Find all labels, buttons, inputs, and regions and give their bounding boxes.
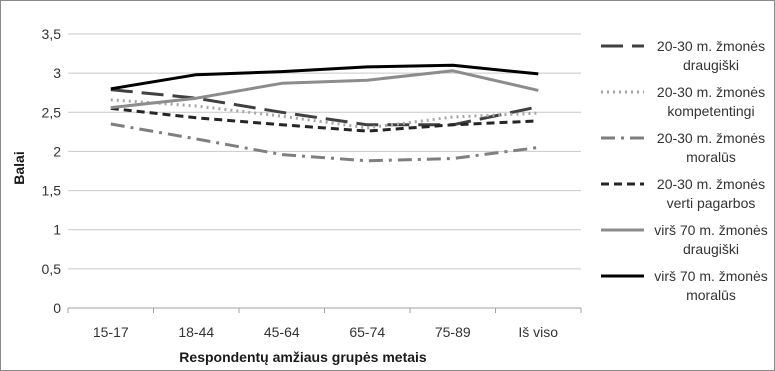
- legend-label: draugiški: [683, 57, 739, 73]
- x-tick-label: 45-64: [264, 324, 300, 340]
- y-tick-label: 2,5: [42, 104, 62, 120]
- x-tick-label: Iš viso: [518, 324, 558, 340]
- series-line-3: [110, 122, 539, 163]
- gridlines: [68, 33, 581, 309]
- y-tick-label: 0,5: [42, 261, 62, 277]
- y-tick-label: 0: [53, 300, 61, 316]
- x-tick-label: 65-74: [349, 324, 385, 340]
- legend-label: 20-30 m. žmonės: [657, 176, 765, 192]
- y-tick-label: 1: [53, 222, 61, 238]
- series-line-1: [110, 88, 539, 127]
- axes: 0 0,5 1 1,5 2 2,5 3 3,5 15-17 18-44 45-64 65-74 75-8…: [42, 26, 582, 340]
- x-tick-label: 15-17: [93, 324, 129, 340]
- legend-label: 20-30 m. žmonės: [657, 84, 765, 100]
- y-tick-label: 3: [53, 65, 61, 81]
- series-lines: [110, 63, 539, 163]
- legend-label: moralūs: [686, 287, 736, 303]
- series-line-4: [110, 106, 539, 133]
- x-tick-label: 75-89: [435, 324, 471, 340]
- legend-label: 20-30 m. žmonės: [657, 38, 765, 54]
- legend-label: kompetentingi: [667, 103, 754, 119]
- legend: 20-30 m. žmonės draugiški 20-30 m. žmonės k…: [601, 38, 768, 303]
- y-tick-label: 2: [53, 143, 61, 159]
- legend-label: virš 70 m. žmonės: [654, 268, 768, 284]
- y-tick-label: 1,5: [42, 183, 62, 199]
- legend-label: moralūs: [686, 149, 736, 165]
- legend-label: 20-30 m. žmonės: [657, 130, 765, 146]
- legend-label: virš 70 m. žmonės: [654, 222, 768, 238]
- x-axis-title: Respondentų amžiaus grupės metais: [179, 349, 427, 365]
- legend-label: verti pagarbos: [667, 195, 756, 211]
- series-line-6: [110, 63, 539, 91]
- x-tick-label: 18-44: [178, 324, 214, 340]
- y-axis-title: Balai: [11, 151, 27, 184]
- y-tick-label: 3,5: [42, 26, 62, 42]
- series-line-5: [110, 69, 539, 110]
- legend-label: draugiški: [683, 241, 739, 257]
